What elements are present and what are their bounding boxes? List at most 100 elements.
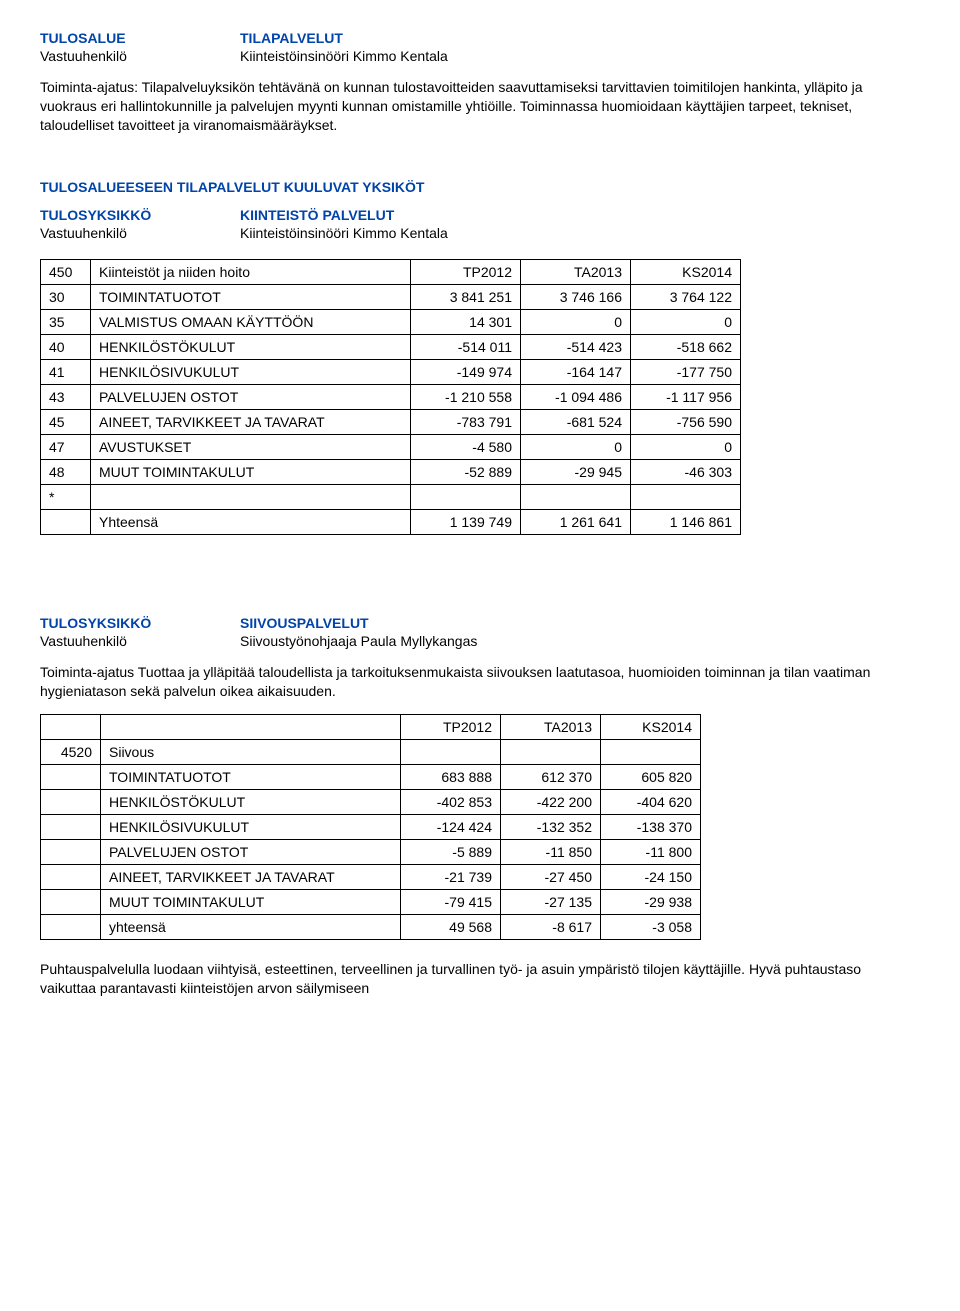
table1-cell: 30: [41, 284, 91, 309]
table2-cell: [41, 865, 101, 890]
table2-cell: -138 370: [601, 815, 701, 840]
table2-cell: 683 888: [401, 765, 501, 790]
table2-cell: [41, 815, 101, 840]
table1-cell: 3 764 122: [631, 284, 741, 309]
table1-cell: 0: [521, 309, 631, 334]
table1-cell: 0: [521, 434, 631, 459]
area-value: TILAPALVELUT: [240, 30, 920, 46]
table2-cell: -11 850: [501, 840, 601, 865]
table1-cell: AINEET, TARVIKKEET JA TAVARAT: [91, 409, 411, 434]
unit2-resp-value: Siivoustyönohjaaja Paula Myllykangas: [240, 633, 920, 649]
table1-header-cell: TA2013: [521, 259, 631, 284]
table1-cell: -518 662: [631, 334, 741, 359]
table1-cell: 45: [41, 409, 91, 434]
table2-cell: 605 820: [601, 765, 701, 790]
table1-cell: 1 146 861: [631, 509, 741, 534]
table1-cell: -46 303: [631, 459, 741, 484]
table1-cell: MUUT TOIMINTAKULUT: [91, 459, 411, 484]
table1-cell: *: [41, 484, 91, 509]
table2-cell: TOIMINTATUOTOT: [101, 765, 401, 790]
table1-cell: -783 791: [411, 409, 521, 434]
table2-cell: HENKILÖSTÖKULUT: [101, 790, 401, 815]
table1-cell: 47: [41, 434, 91, 459]
responsible-value: Kiinteistöinsinööri Kimmo Kentala: [240, 48, 920, 64]
table1-cell: PALVELUJEN OSTOT: [91, 384, 411, 409]
unit1-label: TULOSYKSIKKÖ: [40, 207, 240, 223]
table2-cell: PALVELUJEN OSTOT: [101, 840, 401, 865]
table1-header-cell: TP2012: [411, 259, 521, 284]
table2-cell: [41, 765, 101, 790]
table2-cell: -21 739: [401, 865, 501, 890]
table1-cell: [41, 509, 91, 534]
table2-cell: -11 800: [601, 840, 701, 865]
table1-cell: -149 974: [411, 359, 521, 384]
table2-cell: 49 568: [401, 915, 501, 940]
table1-cell: -756 590: [631, 409, 741, 434]
table1-cell: 1 261 641: [521, 509, 631, 534]
table1-cell: VALMISTUS OMAAN KÄYTTÖÖN: [91, 309, 411, 334]
table-siivous: TP2012TA2013KS20144520SiivousTOIMINTATUO…: [40, 714, 701, 940]
table1-cell: [91, 484, 411, 509]
responsible-label: Vastuuhenkilö: [40, 48, 240, 64]
table1-cell: HENKILÖSTÖKULUT: [91, 334, 411, 359]
unit1-resp-label: Vastuuhenkilö: [40, 225, 240, 241]
table1-cell: -29 945: [521, 459, 631, 484]
table2-cell: -3 058: [601, 915, 701, 940]
table1-cell: [521, 484, 631, 509]
area-label: TULOSALUE: [40, 30, 240, 46]
table1-cell: [411, 484, 521, 509]
table2-cell: Siivous: [101, 740, 401, 765]
unit1-resp-value: Kiinteistöinsinööri Kimmo Kentala: [240, 225, 920, 241]
table2-cell: -402 853: [401, 790, 501, 815]
table2-cell: 4520: [41, 740, 101, 765]
unit2-value: SIIVOUSPALVELUT: [240, 615, 920, 631]
table2-cell: -404 620: [601, 790, 701, 815]
table1-cell: HENKILÖSIVUKULUT: [91, 359, 411, 384]
table2-cell: -79 415: [401, 890, 501, 915]
table1-cell: -681 524: [521, 409, 631, 434]
table2-header-cell: [101, 715, 401, 740]
mission-paragraph-1: Toiminta-ajatus: Tilapalveluyksikön teht…: [40, 78, 920, 135]
table1-cell: Yhteensä: [91, 509, 411, 534]
table2-header-cell: TA2013: [501, 715, 601, 740]
table2-cell: -5 889: [401, 840, 501, 865]
table1-cell: -1 210 558: [411, 384, 521, 409]
table1-cell: -1 094 486: [521, 384, 631, 409]
mission-paragraph-2: Toiminta-ajatus Tuottaa ja ylläpitää tal…: [40, 663, 920, 701]
table2-header-cell: TP2012: [401, 715, 501, 740]
table2-cell: MUUT TOIMINTAKULUT: [101, 890, 401, 915]
table1-cell: 40: [41, 334, 91, 359]
table2-cell: [501, 740, 601, 765]
table2-cell: -8 617: [501, 915, 601, 940]
table1-cell: -514 011: [411, 334, 521, 359]
closing-paragraph: Puhtauspalvelulla luodaan viihtyisä, est…: [40, 960, 920, 998]
table1-cell: -4 580: [411, 434, 521, 459]
table1-header-cell: KS2014: [631, 259, 741, 284]
table1-cell: -514 423: [521, 334, 631, 359]
table2-cell: AINEET, TARVIKKEET JA TAVARAT: [101, 865, 401, 890]
table2-cell: -24 150: [601, 865, 701, 890]
table1-cell: 35: [41, 309, 91, 334]
table1-cell: -164 147: [521, 359, 631, 384]
table1-cell: 0: [631, 309, 741, 334]
table1-header-cell: Kiinteistöt ja niiden hoito: [91, 259, 411, 284]
table1-cell: 0: [631, 434, 741, 459]
unit1-value: KIINTEISTÖ PALVELUT: [240, 207, 920, 223]
table2-cell: [41, 890, 101, 915]
table2-cell: HENKILÖSIVUKULUT: [101, 815, 401, 840]
table2-cell: -132 352: [501, 815, 601, 840]
table1-cell: 48: [41, 459, 91, 484]
table2-cell: -124 424: [401, 815, 501, 840]
table1-header-cell: 450: [41, 259, 91, 284]
table2-cell: 612 370: [501, 765, 601, 790]
table-kiinteisto: 450Kiinteistöt ja niiden hoitoTP2012TA20…: [40, 259, 741, 535]
table2-cell: -27 450: [501, 865, 601, 890]
table2-cell: yhteensä: [101, 915, 401, 940]
table2-cell: [41, 915, 101, 940]
table2-header-cell: [41, 715, 101, 740]
table1-cell: 14 301: [411, 309, 521, 334]
table1-cell: -177 750: [631, 359, 741, 384]
table1-cell: 1 139 749: [411, 509, 521, 534]
table1-cell: 3 841 251: [411, 284, 521, 309]
table1-cell: 43: [41, 384, 91, 409]
